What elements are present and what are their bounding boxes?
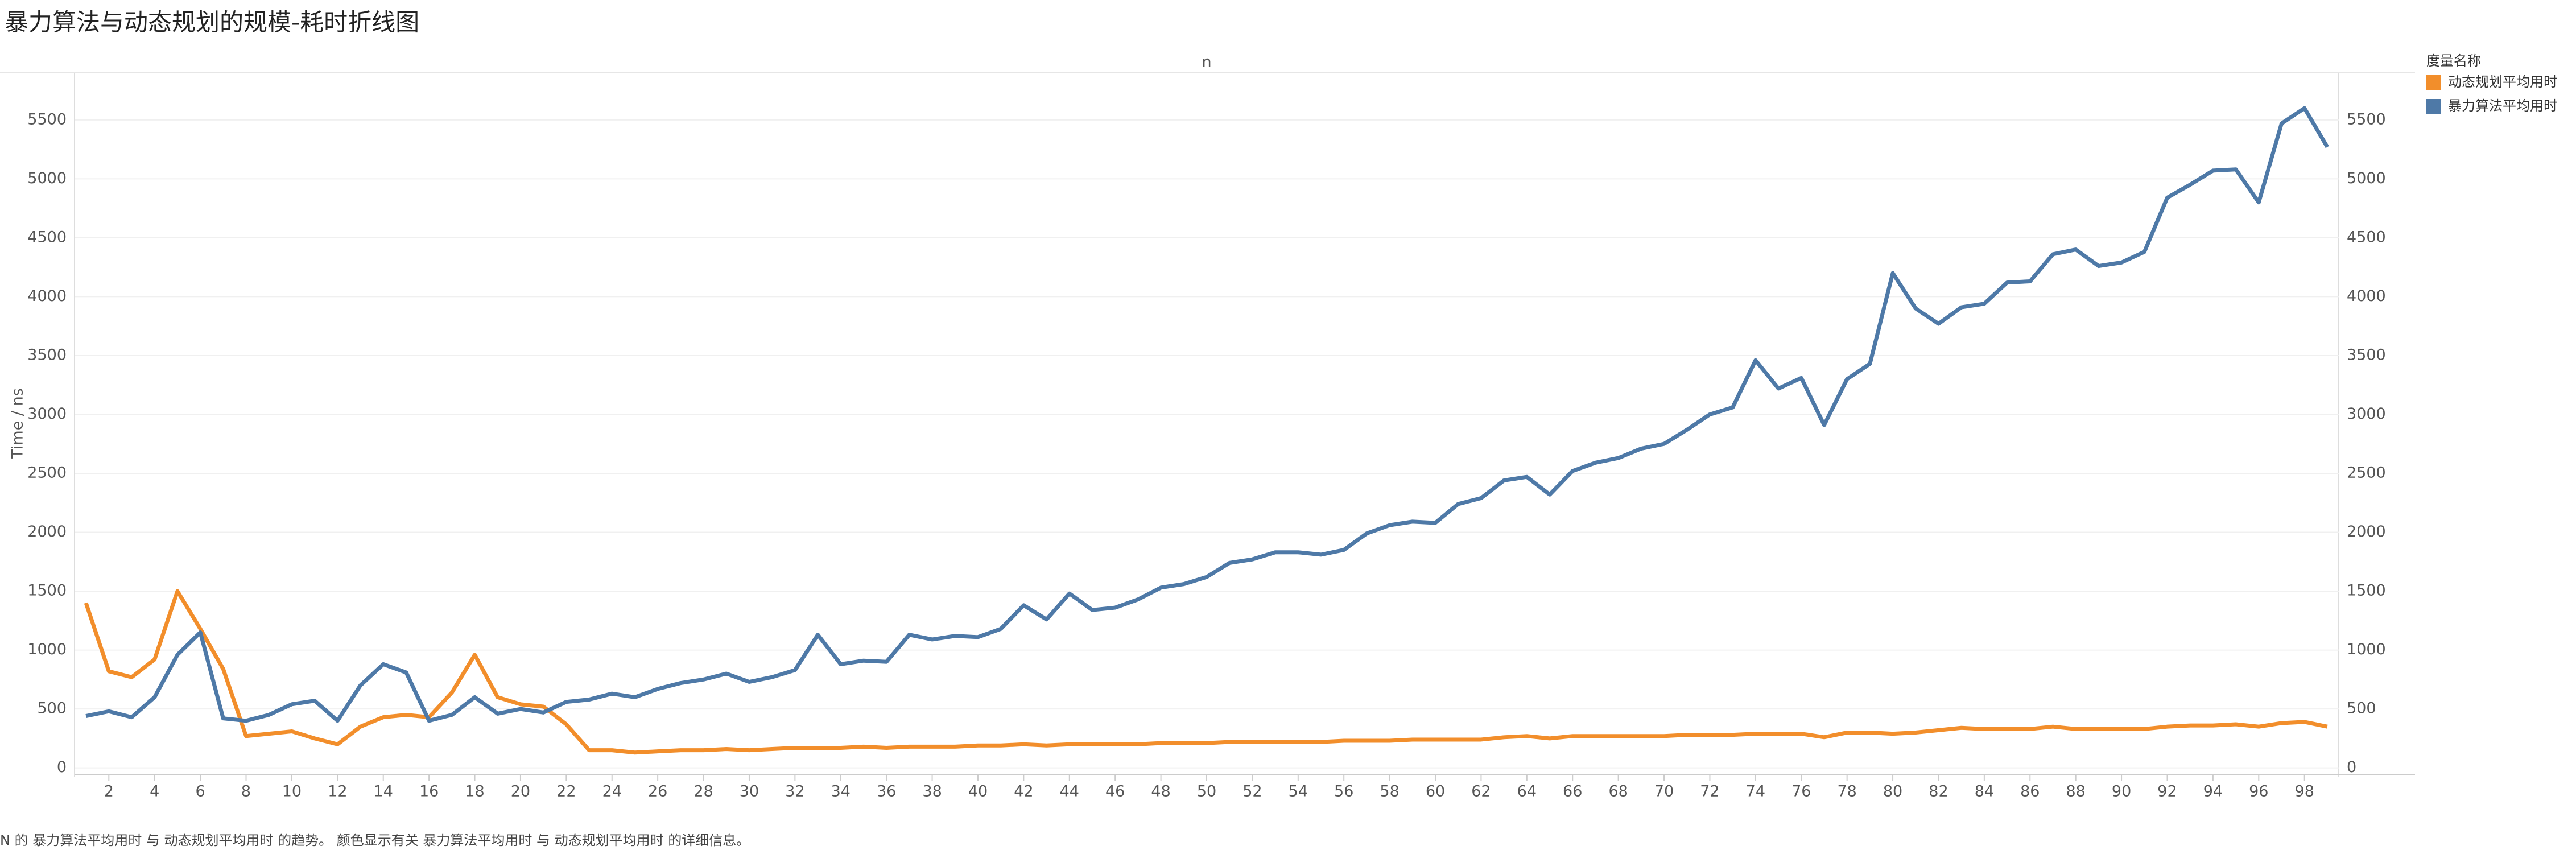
x-tick-label: 42 <box>1014 783 1033 801</box>
x-tick-label: 98 <box>2295 783 2314 801</box>
y-tick-label: 2500 <box>27 464 67 482</box>
x-tick-label: 70 <box>1654 783 1674 801</box>
x-tick-label: 40 <box>968 783 988 801</box>
y2-tick-label: 1500 <box>2347 582 2386 600</box>
x-tick-label: 34 <box>831 783 851 801</box>
y-tick-label: 1500 <box>27 582 67 600</box>
x-tick-label: 60 <box>1426 783 1445 801</box>
y2-tick-label: 4500 <box>2347 228 2386 246</box>
y-tick-label: 3000 <box>27 405 67 423</box>
y-tick-label: 1000 <box>27 641 67 658</box>
x-tick-label: 94 <box>2203 783 2223 801</box>
x-tick-label: 68 <box>1608 783 1628 801</box>
x-tick-label: 82 <box>1929 783 1948 801</box>
y2-tick-label: 0 <box>2347 758 2356 776</box>
x-tick-label: 86 <box>2020 783 2040 801</box>
x-tick-label: 6 <box>196 783 205 801</box>
x-tick-label: 54 <box>1289 783 1308 801</box>
y-tick-label: 5000 <box>27 170 67 187</box>
y-tick-label: 2000 <box>27 523 67 540</box>
series-line <box>84 589 2328 755</box>
y-tick-label: 500 <box>37 700 67 717</box>
x-tick-label: 2 <box>104 783 114 801</box>
x-tick-label: 38 <box>922 783 942 801</box>
y-axis-title: Time / ns <box>9 388 27 459</box>
x-tick-label: 20 <box>511 783 530 801</box>
x-tick-label: 96 <box>2249 783 2268 801</box>
x-tick-label: 26 <box>648 783 667 801</box>
y2-tick-label: 500 <box>2347 700 2376 717</box>
series-line <box>85 106 2329 723</box>
y2-tick-label: 3500 <box>2347 346 2386 364</box>
x-tick-label: 66 <box>1563 783 1582 801</box>
x-tick-label: 88 <box>2066 783 2085 801</box>
y-tick-label: 4500 <box>27 228 67 246</box>
x-tick-label: 28 <box>693 783 713 801</box>
x-tick-label: 76 <box>1791 783 1811 801</box>
y2-tick-label: 5000 <box>2347 170 2386 187</box>
x-tick-label: 72 <box>1700 783 1719 801</box>
y-tick-label: 0 <box>57 758 67 776</box>
x-tick-label: 10 <box>282 783 302 801</box>
y2-tick-label: 1000 <box>2347 641 2386 658</box>
x-tick-label: 44 <box>1060 783 1079 801</box>
x-tick-label: 46 <box>1105 783 1125 801</box>
x-tick-label: 56 <box>1334 783 1353 801</box>
x-tick-label: 18 <box>465 783 484 801</box>
y-tick-label: 3500 <box>27 346 67 364</box>
x-tick-label: 8 <box>241 783 251 801</box>
x-tick-label: 78 <box>1837 783 1856 801</box>
x-tick-label: 92 <box>2157 783 2177 801</box>
y2-tick-label: 2500 <box>2347 464 2386 482</box>
x-tick-label: 14 <box>374 783 393 801</box>
x-tick-label: 74 <box>1746 783 1765 801</box>
x-tick-label: 36 <box>877 783 896 801</box>
x-tick-label: 48 <box>1151 783 1170 801</box>
x-tick-label: 50 <box>1197 783 1216 801</box>
legend-label: 暴力算法平均用时 <box>2448 98 2557 114</box>
x-axis-title: n <box>1202 53 1211 71</box>
x-tick-label: 62 <box>1471 783 1491 801</box>
x-tick-label: 24 <box>602 783 622 801</box>
y-tick-label: 4000 <box>27 287 67 305</box>
y2-tick-label: 3000 <box>2347 405 2386 423</box>
x-tick-label: 32 <box>785 783 804 801</box>
legend-title: 度量名称 <box>2426 53 2481 69</box>
y2-tick-label: 5500 <box>2347 110 2386 128</box>
x-tick-label: 12 <box>328 783 347 801</box>
legend-swatch <box>2426 75 2441 90</box>
y2-tick-label: 2000 <box>2347 523 2386 540</box>
x-tick-label: 4 <box>150 783 159 801</box>
x-tick-label: 52 <box>1242 783 1262 801</box>
x-tick-label: 58 <box>1380 783 1399 801</box>
y2-tick-label: 4000 <box>2347 287 2386 305</box>
x-tick-label: 90 <box>2112 783 2131 801</box>
x-tick-label: 64 <box>1517 783 1537 801</box>
y-tick-label: 5500 <box>27 110 67 128</box>
x-tick-label: 80 <box>1883 783 1902 801</box>
x-tick-label: 84 <box>1975 783 1994 801</box>
legend-swatch <box>2426 99 2441 114</box>
legend-label: 动态规划平均用时 <box>2448 74 2557 90</box>
x-tick-label: 22 <box>556 783 576 801</box>
caption: N 的 暴力算法平均用时 与 动态规划平均用时 的趋势。 颜色显示有关 暴力算法… <box>0 832 750 848</box>
chart-title: 暴力算法与动态规划的规模-耗时折线图 <box>5 9 419 36</box>
x-tick-label: 30 <box>740 783 759 801</box>
x-tick-label: 16 <box>419 783 439 801</box>
